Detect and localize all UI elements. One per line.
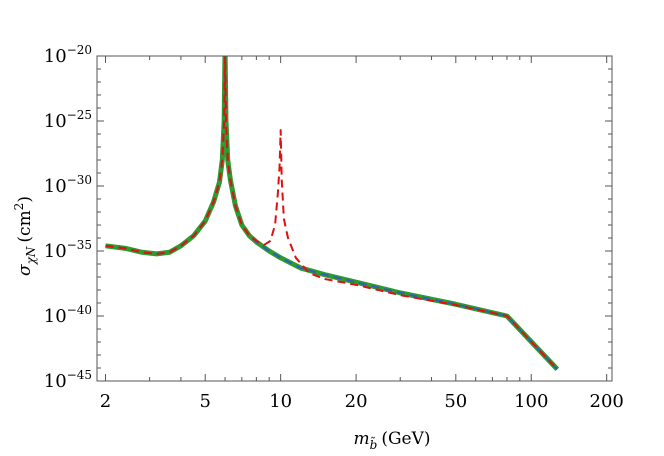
x-axis-title-base: m <box>354 429 370 449</box>
y-tick-label-4: 10−40 <box>44 303 92 327</box>
x-tick-label-3: 20 <box>345 391 368 412</box>
y-tick-label-3: 10−35 <box>44 238 92 262</box>
x-tick-label-4: 50 <box>444 391 467 412</box>
y-tick-label-0: 10−20 <box>44 43 92 67</box>
y-axis-title-unit-sup: 2 <box>12 203 26 211</box>
x-axis-title: mb̃ (GeV) <box>354 429 431 452</box>
y-tick-label-2: 10−30 <box>44 173 92 197</box>
x-tick-label-2: 10 <box>269 391 292 412</box>
x-axis-title-sub: b̃ <box>370 436 378 452</box>
series-layer <box>105 56 560 371</box>
y-axis-title-unit-post: ) <box>15 196 35 203</box>
series-line-1 <box>105 74 558 370</box>
y-axis-title: σχN (cm2) <box>12 196 38 276</box>
x-tick-label-1: 5 <box>199 391 210 412</box>
y-axis-title-base: σ <box>15 264 35 276</box>
x-tick-label-5: 100 <box>514 391 548 412</box>
y-axis-title-sub: χN <box>24 246 38 265</box>
series-line-2 <box>105 56 558 370</box>
y-tick-label-1: 10−25 <box>44 108 92 132</box>
x-tick-label-0: 2 <box>100 391 111 412</box>
x-axis-title-unit: (GeV) <box>381 429 430 449</box>
plot-frame <box>96 55 613 382</box>
y-tick-label-5: 10−45 <box>44 368 92 392</box>
series-line-0 <box>105 56 560 371</box>
ticks-layer: 2 5 10 20 50 100 200 10−20 10−25 10−30 10−35 10−40 1… <box>44 43 624 412</box>
x-tick-label-6: 200 <box>590 391 624 412</box>
y-axis-title-unit-pre: (cm <box>15 210 35 242</box>
